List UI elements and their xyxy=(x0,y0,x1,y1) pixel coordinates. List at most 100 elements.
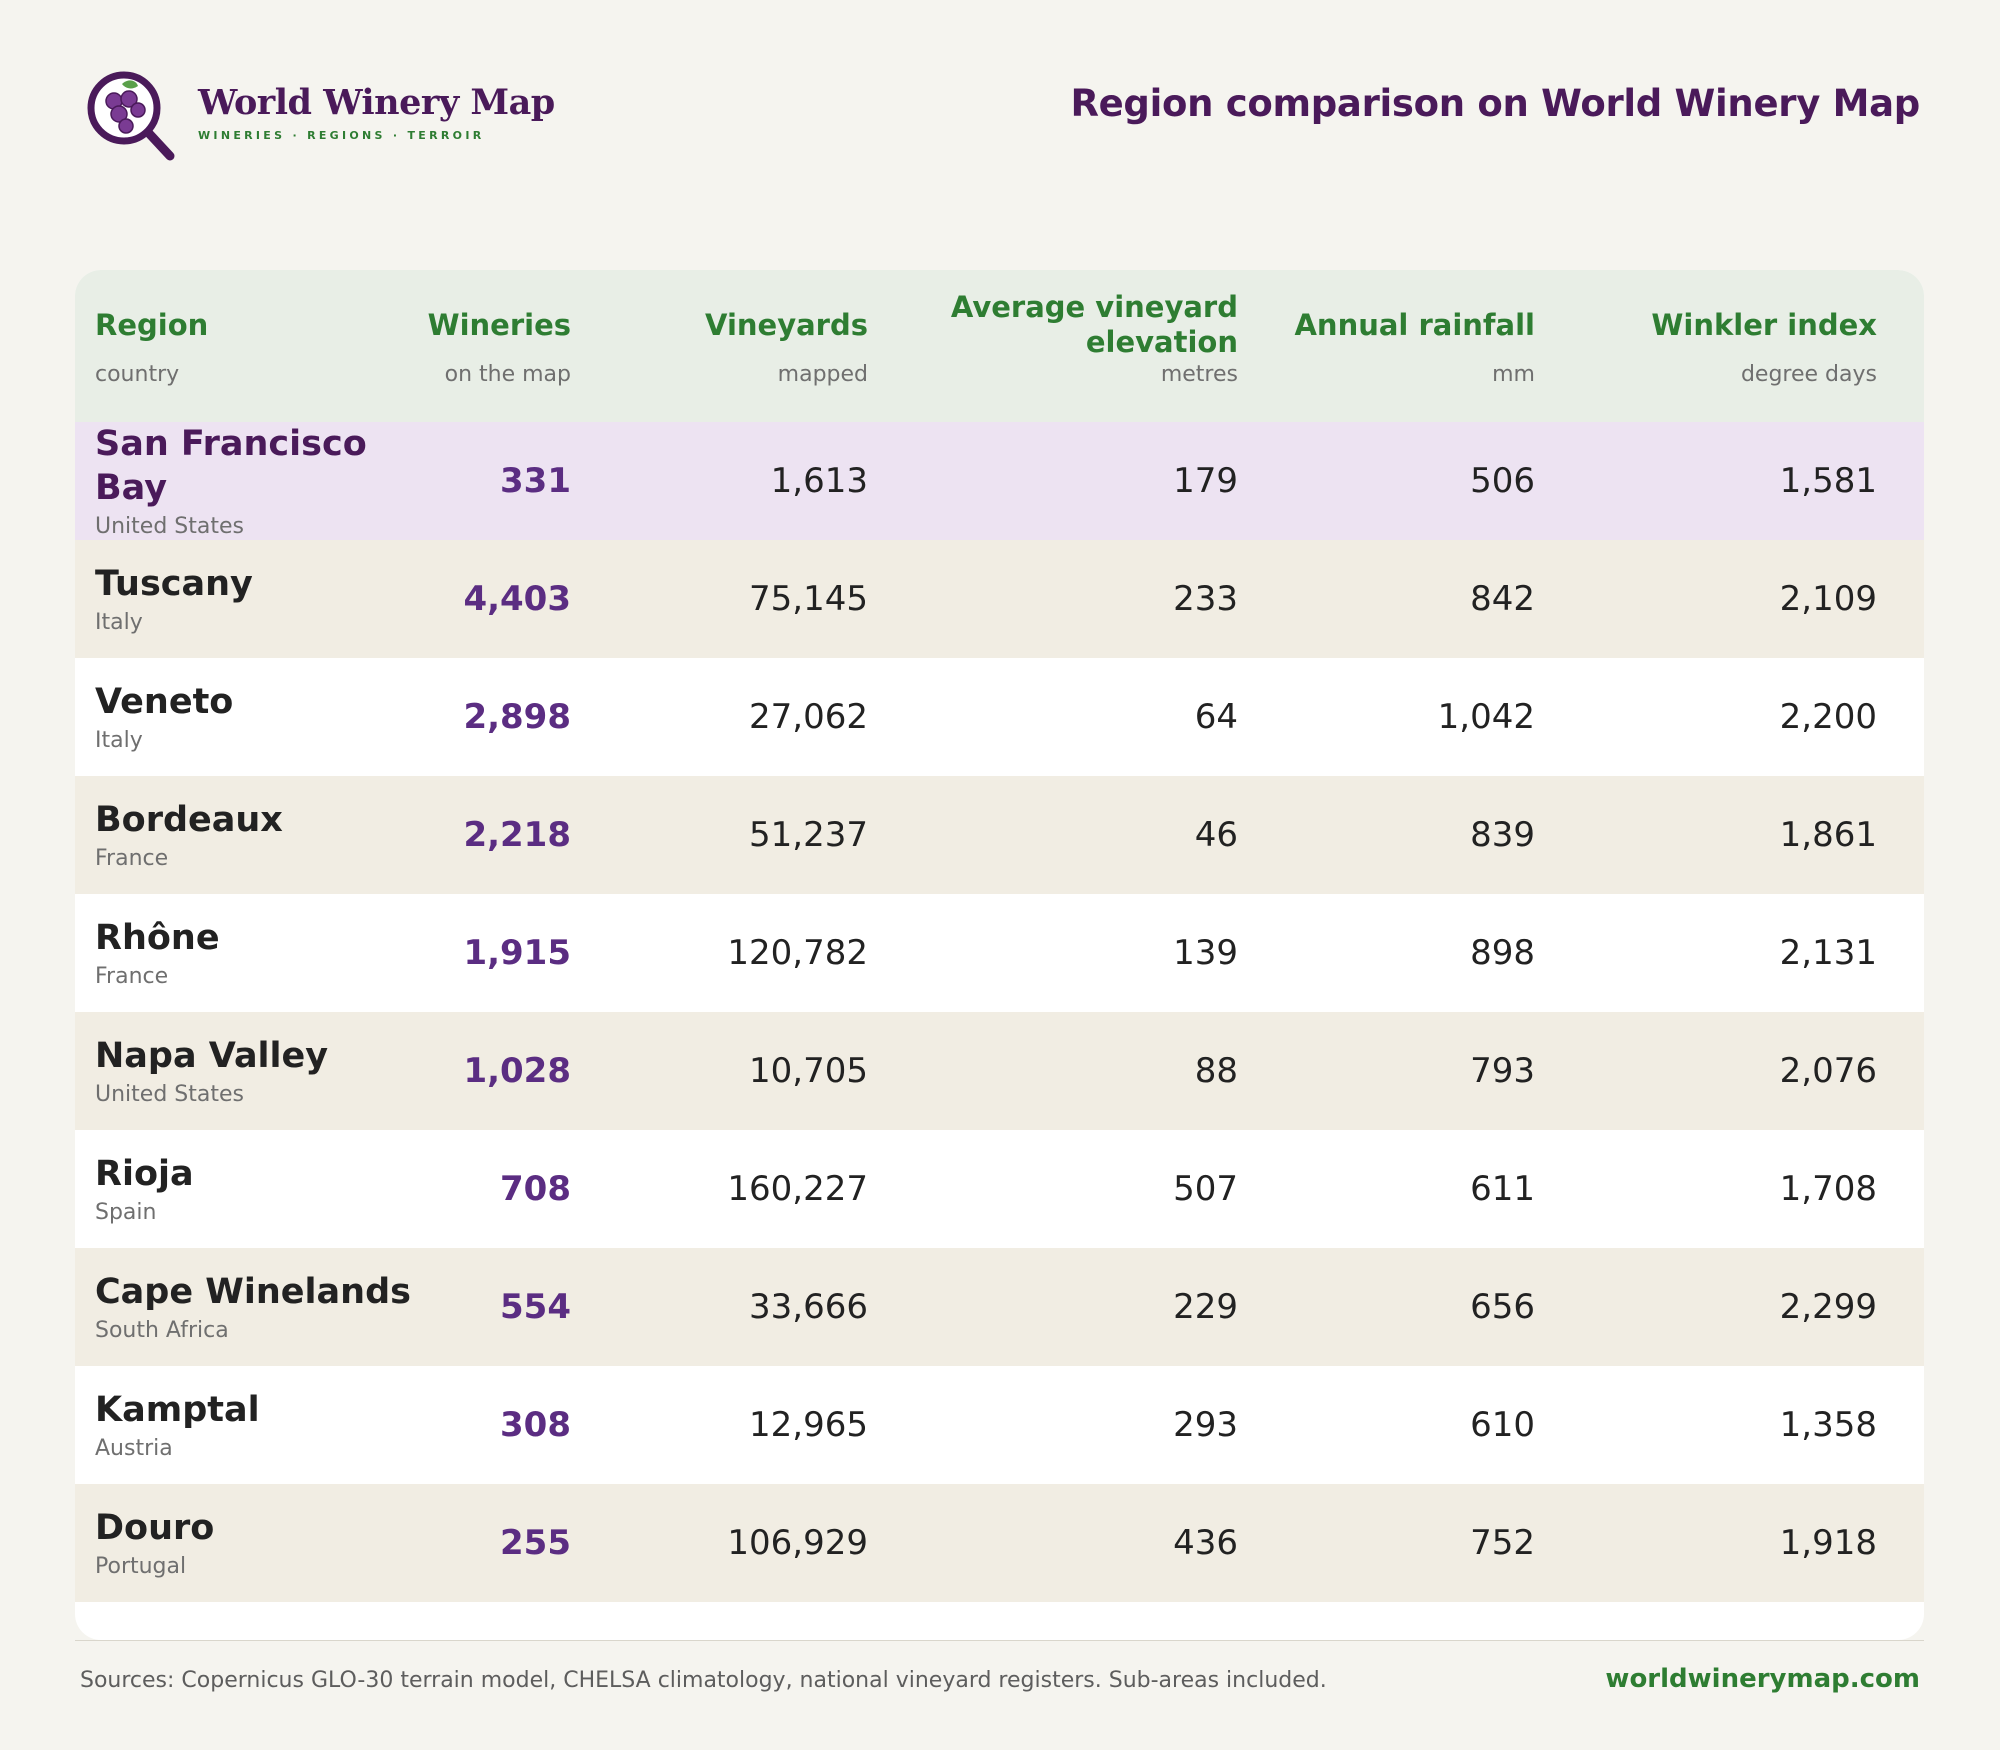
column-header-wineries[interactable]: Wineries on the map xyxy=(427,307,571,387)
elevation-value: 436 xyxy=(1173,1523,1238,1563)
vineyards-count: 106,929 xyxy=(727,1523,868,1563)
table-row[interactable]: Tuscany Italy 4,403 75,145 233 842 2,109 xyxy=(75,540,1924,658)
wineries-count: 708 xyxy=(500,1169,571,1209)
wineries-count: 1,915 xyxy=(463,933,571,973)
region-country: France xyxy=(95,846,169,872)
region-country: South Africa xyxy=(95,1318,229,1344)
rainfall-value: 1,042 xyxy=(1437,697,1535,737)
column-header-winkler[interactable]: Winkler index degree days xyxy=(1651,307,1877,387)
region-name: San Francisco Bay xyxy=(95,423,367,508)
brand[interactable]: World Winery Map WINERIES · REGIONS · TE… xyxy=(86,70,555,162)
winkler-value: 2,076 xyxy=(1779,1051,1877,1091)
wineries-count: 1,028 xyxy=(463,1051,571,1091)
site-link[interactable]: worldwinerymap.com xyxy=(1605,1664,1920,1694)
region-name: Cape Winelands xyxy=(95,1271,411,1312)
rainfall-value: 506 xyxy=(1470,461,1535,501)
elevation-value: 233 xyxy=(1173,579,1238,619)
wineries-count: 4,403 xyxy=(463,579,571,619)
elevation-value: 179 xyxy=(1173,461,1238,501)
region-country: United States xyxy=(95,514,244,540)
table-row[interactable]: Douro Portugal 255 106,929 436 752 1,918 xyxy=(75,1484,1924,1602)
table-row[interactable]: Kamptal Austria 308 12,965 293 610 1,358 xyxy=(75,1366,1924,1484)
elevation-value: 46 xyxy=(1194,815,1238,855)
elevation-value: 88 xyxy=(1194,1051,1238,1091)
elevation-value: 64 xyxy=(1194,697,1238,737)
rainfall-value: 793 xyxy=(1470,1051,1535,1091)
table-row[interactable]: Cape Winelands South Africa 554 33,666 229 65… xyxy=(75,1248,1924,1366)
grape-magnifier-icon xyxy=(87,71,175,161)
column-header-vineyards[interactable]: Vineyards mapped xyxy=(705,307,868,387)
vineyards-count: 120,782 xyxy=(727,933,868,973)
elevation-value: 293 xyxy=(1173,1405,1238,1445)
table-row[interactable]: Veneto Italy 2,898 27,062 64 1,042 2,200 xyxy=(75,658,1924,776)
brand-name: World Winery Map xyxy=(198,82,555,124)
rainfall-value: 611 xyxy=(1470,1169,1535,1209)
footer-divider xyxy=(75,1640,1924,1641)
column-header-rainfall[interactable]: Annual rainfall mm xyxy=(1294,307,1535,387)
winkler-value: 2,299 xyxy=(1779,1287,1877,1327)
wineries-count: 2,898 xyxy=(463,697,571,737)
table-row[interactable]: Napa Valley United States 1,028 10,705 88 793… xyxy=(75,1012,1924,1130)
brand-tagline: WINERIES · REGIONS · TERROIR xyxy=(198,128,485,142)
table-row[interactable]: San Francisco Bay United States 331 1,613 17… xyxy=(75,422,1924,540)
winkler-value: 2,200 xyxy=(1779,697,1877,737)
region-cell: Bordeaux France xyxy=(75,776,425,894)
region-name: Douro xyxy=(95,1507,215,1548)
vineyards-count: 1,613 xyxy=(770,461,868,501)
page-header: World Winery Map WINERIES · REGIONS · TE… xyxy=(86,70,1920,170)
column-header-elevation[interactable]: Average vineyard elevation metres xyxy=(950,290,1238,387)
region-comparison-table: Region country Wineries on the map Viney… xyxy=(75,270,1924,1602)
region-name: Kamptal xyxy=(95,1389,260,1430)
region-cell: Tuscany Italy xyxy=(75,540,425,658)
region-name: Rioja xyxy=(95,1153,194,1194)
vineyards-count: 75,145 xyxy=(749,579,868,619)
region-cell: Rhône France xyxy=(75,894,425,1012)
region-name: Veneto xyxy=(95,681,234,722)
region-cell: Rioja Spain xyxy=(75,1130,425,1248)
region-country: United States xyxy=(95,1082,244,1108)
region-country: France xyxy=(95,964,169,990)
elevation-value: 507 xyxy=(1173,1169,1238,1209)
winkler-value: 1,358 xyxy=(1779,1405,1877,1445)
region-country: Austria xyxy=(95,1436,173,1462)
wineries-count: 2,218 xyxy=(463,815,571,855)
vineyards-count: 160,227 xyxy=(727,1169,868,1209)
vineyards-count: 33,666 xyxy=(749,1287,868,1327)
elevation-value: 139 xyxy=(1173,933,1238,973)
comparison-table-card: Region country Wineries on the map Viney… xyxy=(75,270,1924,1640)
rainfall-value: 839 xyxy=(1470,815,1535,855)
region-name: Tuscany xyxy=(95,563,253,604)
winkler-value: 2,131 xyxy=(1779,933,1877,973)
region-cell: San Francisco Bay United States xyxy=(75,422,425,540)
table-row[interactable]: Rhône France 1,915 120,782 139 898 2,131 xyxy=(75,894,1924,1012)
region-cell: Napa Valley United States xyxy=(75,1012,425,1130)
region-cell: Kamptal Austria xyxy=(75,1366,425,1484)
table-row[interactable]: Rioja Spain 708 160,227 507 611 1,708 xyxy=(75,1130,1924,1248)
region-cell: Cape Winelands South Africa xyxy=(75,1248,425,1366)
region-name: Bordeaux xyxy=(95,799,283,840)
column-header-region[interactable]: Region country xyxy=(95,307,209,387)
region-country: Italy xyxy=(95,610,143,636)
rainfall-value: 610 xyxy=(1470,1405,1535,1445)
winkler-value: 1,918 xyxy=(1779,1523,1877,1563)
wineries-count: 308 xyxy=(500,1405,571,1445)
winkler-value: 1,581 xyxy=(1779,461,1877,501)
vineyards-count: 51,237 xyxy=(749,815,868,855)
rainfall-value: 842 xyxy=(1470,579,1535,619)
rainfall-value: 898 xyxy=(1470,933,1535,973)
page-title: Region comparison on World Winery Map xyxy=(1070,82,1920,125)
region-cell: Veneto Italy xyxy=(75,658,425,776)
winkler-value: 2,109 xyxy=(1779,579,1877,619)
rainfall-value: 752 xyxy=(1470,1523,1535,1563)
region-name: Rhône xyxy=(95,917,220,958)
table-header-row: Region country Wineries on the map Viney… xyxy=(75,270,1924,422)
wineries-count: 255 xyxy=(500,1523,571,1563)
wineries-count: 331 xyxy=(500,461,571,501)
rainfall-value: 656 xyxy=(1470,1287,1535,1327)
table-row[interactable]: Bordeaux France 2,218 51,237 46 839 1,861 xyxy=(75,776,1924,894)
vineyards-count: 12,965 xyxy=(749,1405,868,1445)
elevation-value: 229 xyxy=(1173,1287,1238,1327)
region-name: Napa Valley xyxy=(95,1035,329,1076)
region-country: Italy xyxy=(95,728,143,754)
sources-note: Sources: Copernicus GLO-30 terrain model… xyxy=(80,1668,1327,1693)
